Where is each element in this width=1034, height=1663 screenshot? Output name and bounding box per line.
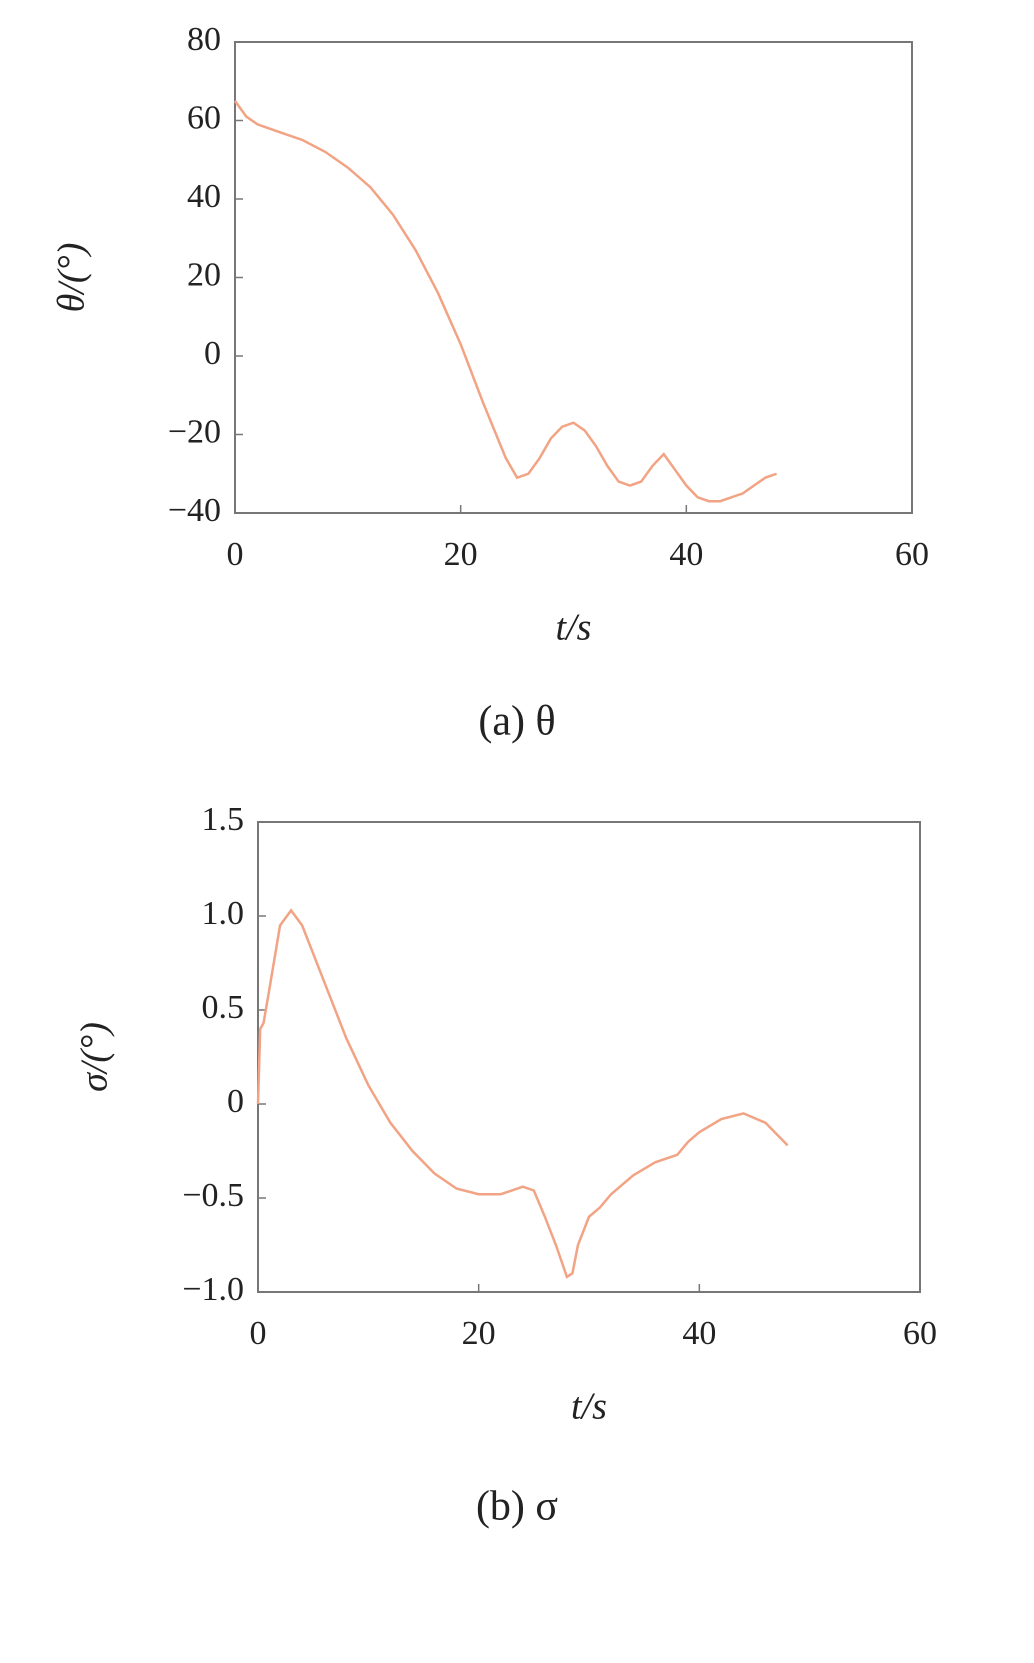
y-tick-label: 1.5 bbox=[202, 801, 245, 838]
y-tick-label: −0.5 bbox=[182, 1177, 244, 1214]
caption: (a) θ bbox=[478, 699, 555, 745]
y-tick-label: −1.0 bbox=[182, 1271, 244, 1308]
x-tick-label: 0 bbox=[227, 536, 244, 573]
x-tick-label: 0 bbox=[250, 1315, 267, 1352]
y-tick-label: −40 bbox=[168, 492, 221, 529]
x-tick-label: 40 bbox=[669, 536, 703, 573]
x-tick-label: 20 bbox=[462, 1315, 496, 1352]
data-line bbox=[233, 100, 778, 503]
y-axis-label: σ/(°) bbox=[74, 1022, 116, 1092]
x-axis-label: t/s bbox=[556, 607, 592, 649]
x-tick-label: 60 bbox=[895, 536, 929, 573]
plot-frame bbox=[234, 41, 913, 514]
y-tick-label: 80 bbox=[187, 21, 221, 58]
x-axis-label: t/s bbox=[571, 1386, 607, 1428]
plot-frame bbox=[257, 821, 921, 1293]
x-tick-label: 40 bbox=[682, 1315, 716, 1352]
y-tick-label: 1.0 bbox=[202, 895, 245, 932]
y-tick-label: −20 bbox=[168, 413, 221, 450]
y-tick-label: 0 bbox=[227, 1083, 244, 1120]
data-line bbox=[256, 908, 789, 1279]
x-tick-label: 60 bbox=[903, 1315, 937, 1352]
y-tick-label: 20 bbox=[187, 256, 221, 293]
y-tick-label: 0 bbox=[204, 335, 221, 372]
y-tick-label: 0.5 bbox=[202, 989, 245, 1026]
y-tick-label: 60 bbox=[187, 99, 221, 136]
y-axis-label: θ/(°) bbox=[51, 243, 93, 313]
x-tick-label: 20 bbox=[444, 536, 478, 573]
y-tick-label: 40 bbox=[187, 178, 221, 215]
caption: (b) σ bbox=[476, 1484, 558, 1530]
